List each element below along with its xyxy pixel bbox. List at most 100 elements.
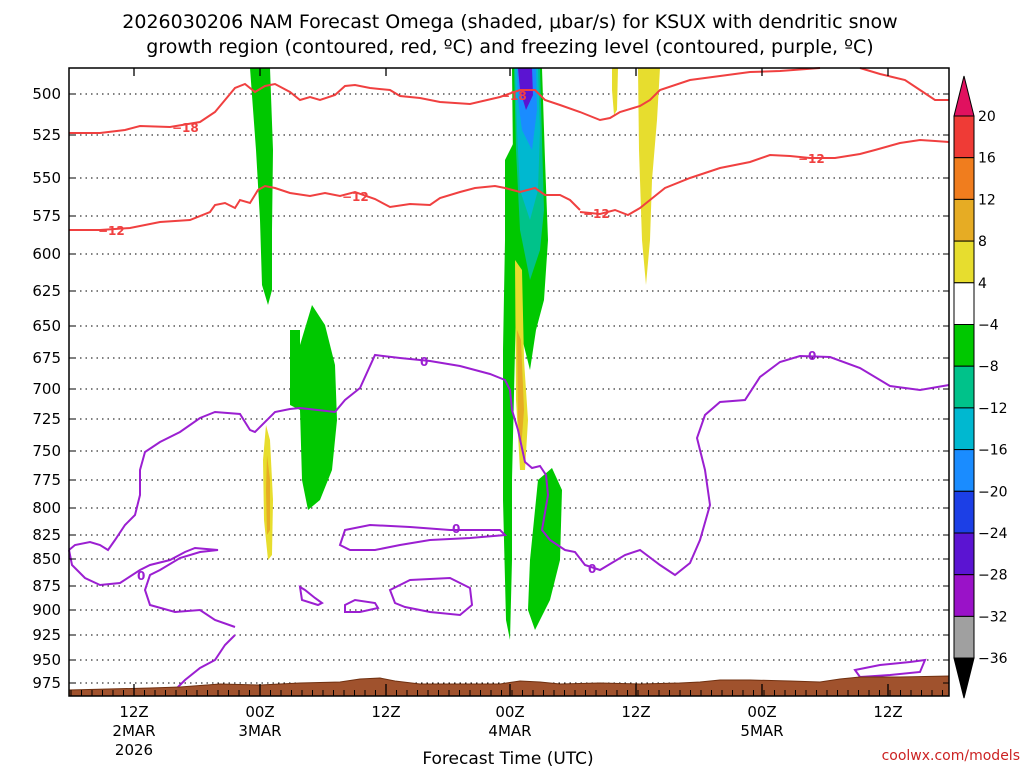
omega-region-orange-2 xyxy=(517,330,524,450)
y-tick-label: 850 xyxy=(32,550,61,568)
colorbar-label: −24 xyxy=(978,526,1008,542)
colorbar-label: −4 xyxy=(978,318,999,334)
y-tick-label: 550 xyxy=(32,169,61,187)
plot-frame xyxy=(68,67,950,697)
y-tick-label: 725 xyxy=(32,410,61,428)
y-tick-label: 900 xyxy=(32,601,61,619)
colorbar-label: −36 xyxy=(978,651,1008,667)
y-axis: 500 525 550 575 600 625 650 675 700 725 750 775 800 8… xyxy=(32,85,949,692)
purple-label-zero-b: 0 xyxy=(420,355,428,369)
colorbar-label: 16 xyxy=(978,151,996,167)
colorbar-swatch xyxy=(953,532,975,576)
x-tick-date: 3MAR xyxy=(238,722,281,740)
y-tick-label: 600 xyxy=(32,245,61,263)
purple-contour-loop-4 xyxy=(388,576,474,617)
y-tick-label: 575 xyxy=(32,207,61,225)
colorbar-swatch xyxy=(953,407,975,451)
colorbar-swatch xyxy=(953,615,975,659)
colorbar-swatch xyxy=(953,198,975,242)
purple-label-zero-e: 0 xyxy=(808,349,816,363)
y-tick-label: 525 xyxy=(32,126,61,144)
x-tick-year: 2026 xyxy=(115,741,153,759)
colorbar-label: 8 xyxy=(978,234,987,250)
credit-text: coolwx.com/models xyxy=(882,748,1020,764)
purple-contour-main xyxy=(68,353,950,577)
red-label-minus12-c: −12 xyxy=(583,207,610,221)
red-label-minus18-b: −18 xyxy=(500,89,527,103)
colorbar: 20 16 12 8 4 −4 −8 −12 −16 −20 −24 −28 −32 −36 xyxy=(953,75,1008,699)
y-tick-label: 750 xyxy=(32,442,61,460)
purple-contour-loop-1 xyxy=(338,523,508,551)
colorbar-label: 12 xyxy=(978,192,996,208)
x-tick-date: 5MAR xyxy=(740,722,783,740)
terrain-ground xyxy=(68,675,950,697)
x-tick-label: 12Z xyxy=(371,703,400,721)
chart-title-line2: growth region (contoured, red, ºC) and f… xyxy=(146,36,873,58)
colorbar-swatch xyxy=(953,449,975,492)
x-tick-label: 12Z xyxy=(119,703,148,721)
x-tick-label: 12Z xyxy=(873,703,902,721)
colorbar-label: −20 xyxy=(978,484,1008,500)
colorbar-swatch xyxy=(953,365,975,409)
colorbar-top-arrow xyxy=(953,75,975,117)
y-tick-label: 675 xyxy=(32,349,61,367)
y-tick-label: 825 xyxy=(32,526,61,544)
y-tick-label: 625 xyxy=(32,282,61,300)
y-tick-label: 875 xyxy=(32,577,61,595)
omega-region-yellow-4 xyxy=(638,68,660,285)
colorbar-label: −32 xyxy=(978,609,1008,625)
purple-contour-lower-b xyxy=(174,634,236,691)
x-tick-label: 00Z xyxy=(747,703,776,721)
purple-contour-lower xyxy=(68,546,236,628)
colorbar-swatch xyxy=(953,240,975,284)
x-tick-label: 00Z xyxy=(245,703,274,721)
colorbar-bottom-arrow xyxy=(953,657,975,699)
red-contours: −18 −18 −12 −12 −12 −12 xyxy=(69,67,950,238)
red-label-minus18-a: −18 xyxy=(172,121,199,135)
colorbar-label: −16 xyxy=(978,443,1008,459)
colorbar-label: −8 xyxy=(978,359,999,375)
y-tick-label: 950 xyxy=(32,651,61,669)
purple-label-zero-d: 0 xyxy=(588,562,596,576)
colorbar-label: 4 xyxy=(978,276,987,292)
omega-region-green-1 xyxy=(250,68,273,305)
purple-contour-loop-3 xyxy=(344,598,380,613)
colorbar-swatch xyxy=(953,324,975,367)
red-contour-minus12 xyxy=(69,184,581,231)
omega-region-yellow-3 xyxy=(612,68,618,115)
y-tick-label: 925 xyxy=(32,626,61,644)
x-tick-label: 00Z xyxy=(495,703,524,721)
omega-region-green-5 xyxy=(528,468,562,630)
red-label-minus12-b: −12 xyxy=(342,190,369,204)
colorbar-swatch xyxy=(953,574,975,617)
x-axis-title: Forecast Time (UTC) xyxy=(422,749,593,768)
y-tick-label: 800 xyxy=(32,499,61,517)
x-tick-date: 2MAR xyxy=(112,722,155,740)
y-tick-label: 700 xyxy=(32,380,61,398)
chart-title-line1: 2026030206 NAM Forecast Omega (shaded, μ… xyxy=(122,11,897,33)
omega-shading xyxy=(250,68,660,640)
y-tick-label: 650 xyxy=(32,317,61,335)
red-contour-minus18-right xyxy=(859,67,949,101)
colorbar-swatch xyxy=(953,282,975,325)
red-contour-minus12-b xyxy=(579,138,950,217)
y-tick-label: 975 xyxy=(32,674,61,692)
purple-contours: 0 0 0 0 0 xyxy=(68,349,950,691)
y-tick-label: 500 xyxy=(32,85,61,103)
y-tick-label: 775 xyxy=(32,471,61,489)
red-contour-minus18 xyxy=(69,67,821,134)
red-label-minus12-a: −12 xyxy=(98,224,125,238)
colorbar-label: −12 xyxy=(978,401,1008,417)
purple-contour-loop-2 xyxy=(298,585,324,607)
colorbar-swatch xyxy=(953,490,975,534)
colorbar-swatch xyxy=(953,157,975,200)
purple-label-zero-c: 0 xyxy=(452,522,460,536)
purple-label-zero-a: 0 xyxy=(137,569,145,583)
omega-region-orange-1 xyxy=(266,455,270,535)
colorbar-label: −28 xyxy=(978,568,1008,584)
x-tick-label: 12Z xyxy=(621,703,650,721)
colorbar-label: 20 xyxy=(978,109,996,125)
red-label-minus12-d: −12 xyxy=(798,152,825,166)
colorbar-swatch xyxy=(953,115,975,159)
